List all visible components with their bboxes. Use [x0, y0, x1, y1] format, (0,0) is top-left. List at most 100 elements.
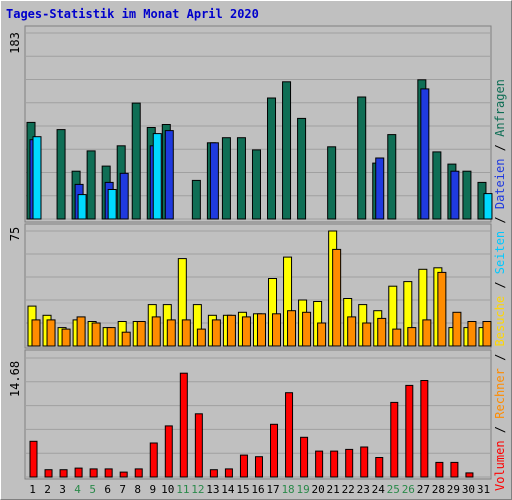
bar-volumen-day-22 [345, 448, 354, 478]
bar-rechner-day-13 [211, 319, 221, 347]
bar-anfragen-day-19 [297, 117, 307, 220]
x-tick-label: 27 [417, 483, 430, 496]
x-tick-label: 1 [29, 483, 36, 496]
bar-anfragen-day-8 [131, 102, 141, 220]
x-tick-label: 26 [402, 483, 415, 496]
bar-volumen-day-6 [104, 468, 113, 478]
bar-volumen-day-20 [315, 450, 324, 478]
bar-dateien-day-10 [164, 130, 174, 220]
bar-rechner-day-31 [482, 321, 492, 347]
bar-rechner-day-8 [136, 321, 146, 347]
x-tick-label: 3 [59, 483, 66, 496]
x-tick-label: 18 [281, 483, 294, 496]
legend-separator: / [493, 419, 507, 441]
top-ymax-label: 183 [8, 32, 22, 54]
bar-volumen-day-3 [59, 469, 68, 478]
legend-volumen: Volumen [493, 440, 507, 491]
middle-ymax-label: 75 [8, 227, 22, 241]
x-tick-label: 31 [477, 483, 490, 496]
bar-volumen-day-27 [420, 380, 429, 478]
bar-volumen-day-16 [254, 456, 263, 478]
bar-anfragen-day-15 [236, 137, 246, 220]
bar-anfragen-day-25 [387, 134, 397, 220]
legend-separator: / [493, 137, 507, 159]
bars-layer [26, 79, 493, 478]
x-tick-label: 22 [342, 483, 355, 496]
bar-dateien-day-24 [375, 157, 385, 220]
x-tick-label: 15 [236, 483, 249, 496]
bar-anfragen-day-16 [251, 149, 261, 220]
bar-volumen-day-21 [330, 450, 339, 478]
bar-rechner-day-23 [362, 322, 372, 347]
x-tick-label: 20 [312, 483, 325, 496]
bar-volumen-day-13 [209, 469, 218, 478]
x-tick-label: 5 [89, 483, 96, 496]
x-tick-label: 4 [74, 483, 81, 496]
bar-rechner-day-24 [377, 317, 387, 347]
x-tick-label: 28 [432, 483, 445, 496]
bar-rechner-day-18 [287, 310, 297, 347]
bar-anfragen-day-14 [221, 137, 231, 220]
bar-rechner-day-5 [91, 322, 101, 347]
bar-volumen-day-23 [360, 446, 369, 478]
bar-rechner-day-7 [121, 331, 131, 347]
x-tick-label: 24 [372, 483, 386, 496]
bar-rechner-day-16 [256, 313, 266, 347]
bar-volumen-day-7 [119, 471, 128, 478]
bar-rechner-day-9 [151, 316, 161, 347]
x-tick-label: 21 [327, 483, 340, 496]
bar-rechner-day-11 [181, 319, 191, 347]
bar-rechner-day-12 [196, 328, 206, 347]
bar-dateien-day-27 [420, 88, 430, 220]
bar-volumen-day-24 [375, 457, 384, 478]
bar-anfragen-day-12 [191, 179, 201, 220]
x-tick-label: 11 [176, 483, 189, 496]
bar-volumen-day-18 [285, 392, 294, 478]
legend-separator: / [493, 209, 507, 231]
panel-bottom-frame [24, 349, 492, 480]
bar-volumen-day-4 [74, 467, 83, 478]
bar-rechner-day-2 [46, 319, 56, 347]
bar-rechner-day-6 [106, 327, 116, 347]
bar-volumen-day-15 [239, 454, 248, 478]
x-tick-label: 10 [161, 483, 174, 496]
bar-volumen-day-30 [465, 472, 474, 478]
bar-volumen-day-9 [149, 442, 158, 478]
bar-volumen-day-5 [89, 468, 98, 478]
bar-rechner-day-26 [407, 327, 417, 347]
bar-volumen-day-28 [435, 461, 444, 478]
bar-volumen-day-8 [134, 468, 143, 478]
legend-separator: / [493, 346, 507, 368]
legend-separator: / [493, 274, 507, 296]
bar-rechner-day-15 [241, 316, 251, 347]
bar-volumen-day-1 [29, 440, 38, 478]
x-tick-label: 12 [191, 483, 204, 496]
bar-anfragen-day-21 [327, 146, 337, 220]
legend-besuche: Besuche [493, 296, 507, 347]
bar-rechner-day-3 [61, 328, 71, 347]
bar-anfragen-day-30 [462, 170, 472, 220]
bar-anfragen-day-17 [267, 97, 277, 220]
bar-rechner-day-22 [347, 316, 357, 347]
x-axis-labels: 1 2 3 4 5 6 7 8 9 10 11 12 13 14 15 16 17 18 19 20 21 22 23 24 2… [29, 483, 490, 496]
bar-volumen-day-26 [405, 384, 414, 478]
bar-rechner-day-30 [467, 321, 477, 347]
bar-dateien-day-29 [450, 170, 460, 220]
bar-seiten-day-9 [152, 133, 162, 220]
chart-title: Tages-Statistik im Monat April 2020 [6, 7, 259, 21]
bar-anfragen-day-5 [86, 150, 96, 220]
bar-volumen-day-10 [164, 425, 173, 478]
bar-volumen-day-12 [194, 413, 203, 478]
bar-volumen-day-11 [179, 372, 188, 478]
bar-dateien-day-7 [119, 172, 129, 220]
x-tick-label: 29 [447, 483, 460, 496]
x-tick-label: 30 [462, 483, 475, 496]
x-tick-label: 14 [221, 483, 235, 496]
x-tick-label: 25 [387, 483, 400, 496]
x-tick-label: 7 [119, 483, 126, 496]
legend-anfragen: Anfragen [493, 79, 507, 137]
bar-anfragen-day-28 [432, 151, 442, 220]
right-legend: Volumen / Rechner / Besuche / Seiten / D… [493, 79, 507, 491]
